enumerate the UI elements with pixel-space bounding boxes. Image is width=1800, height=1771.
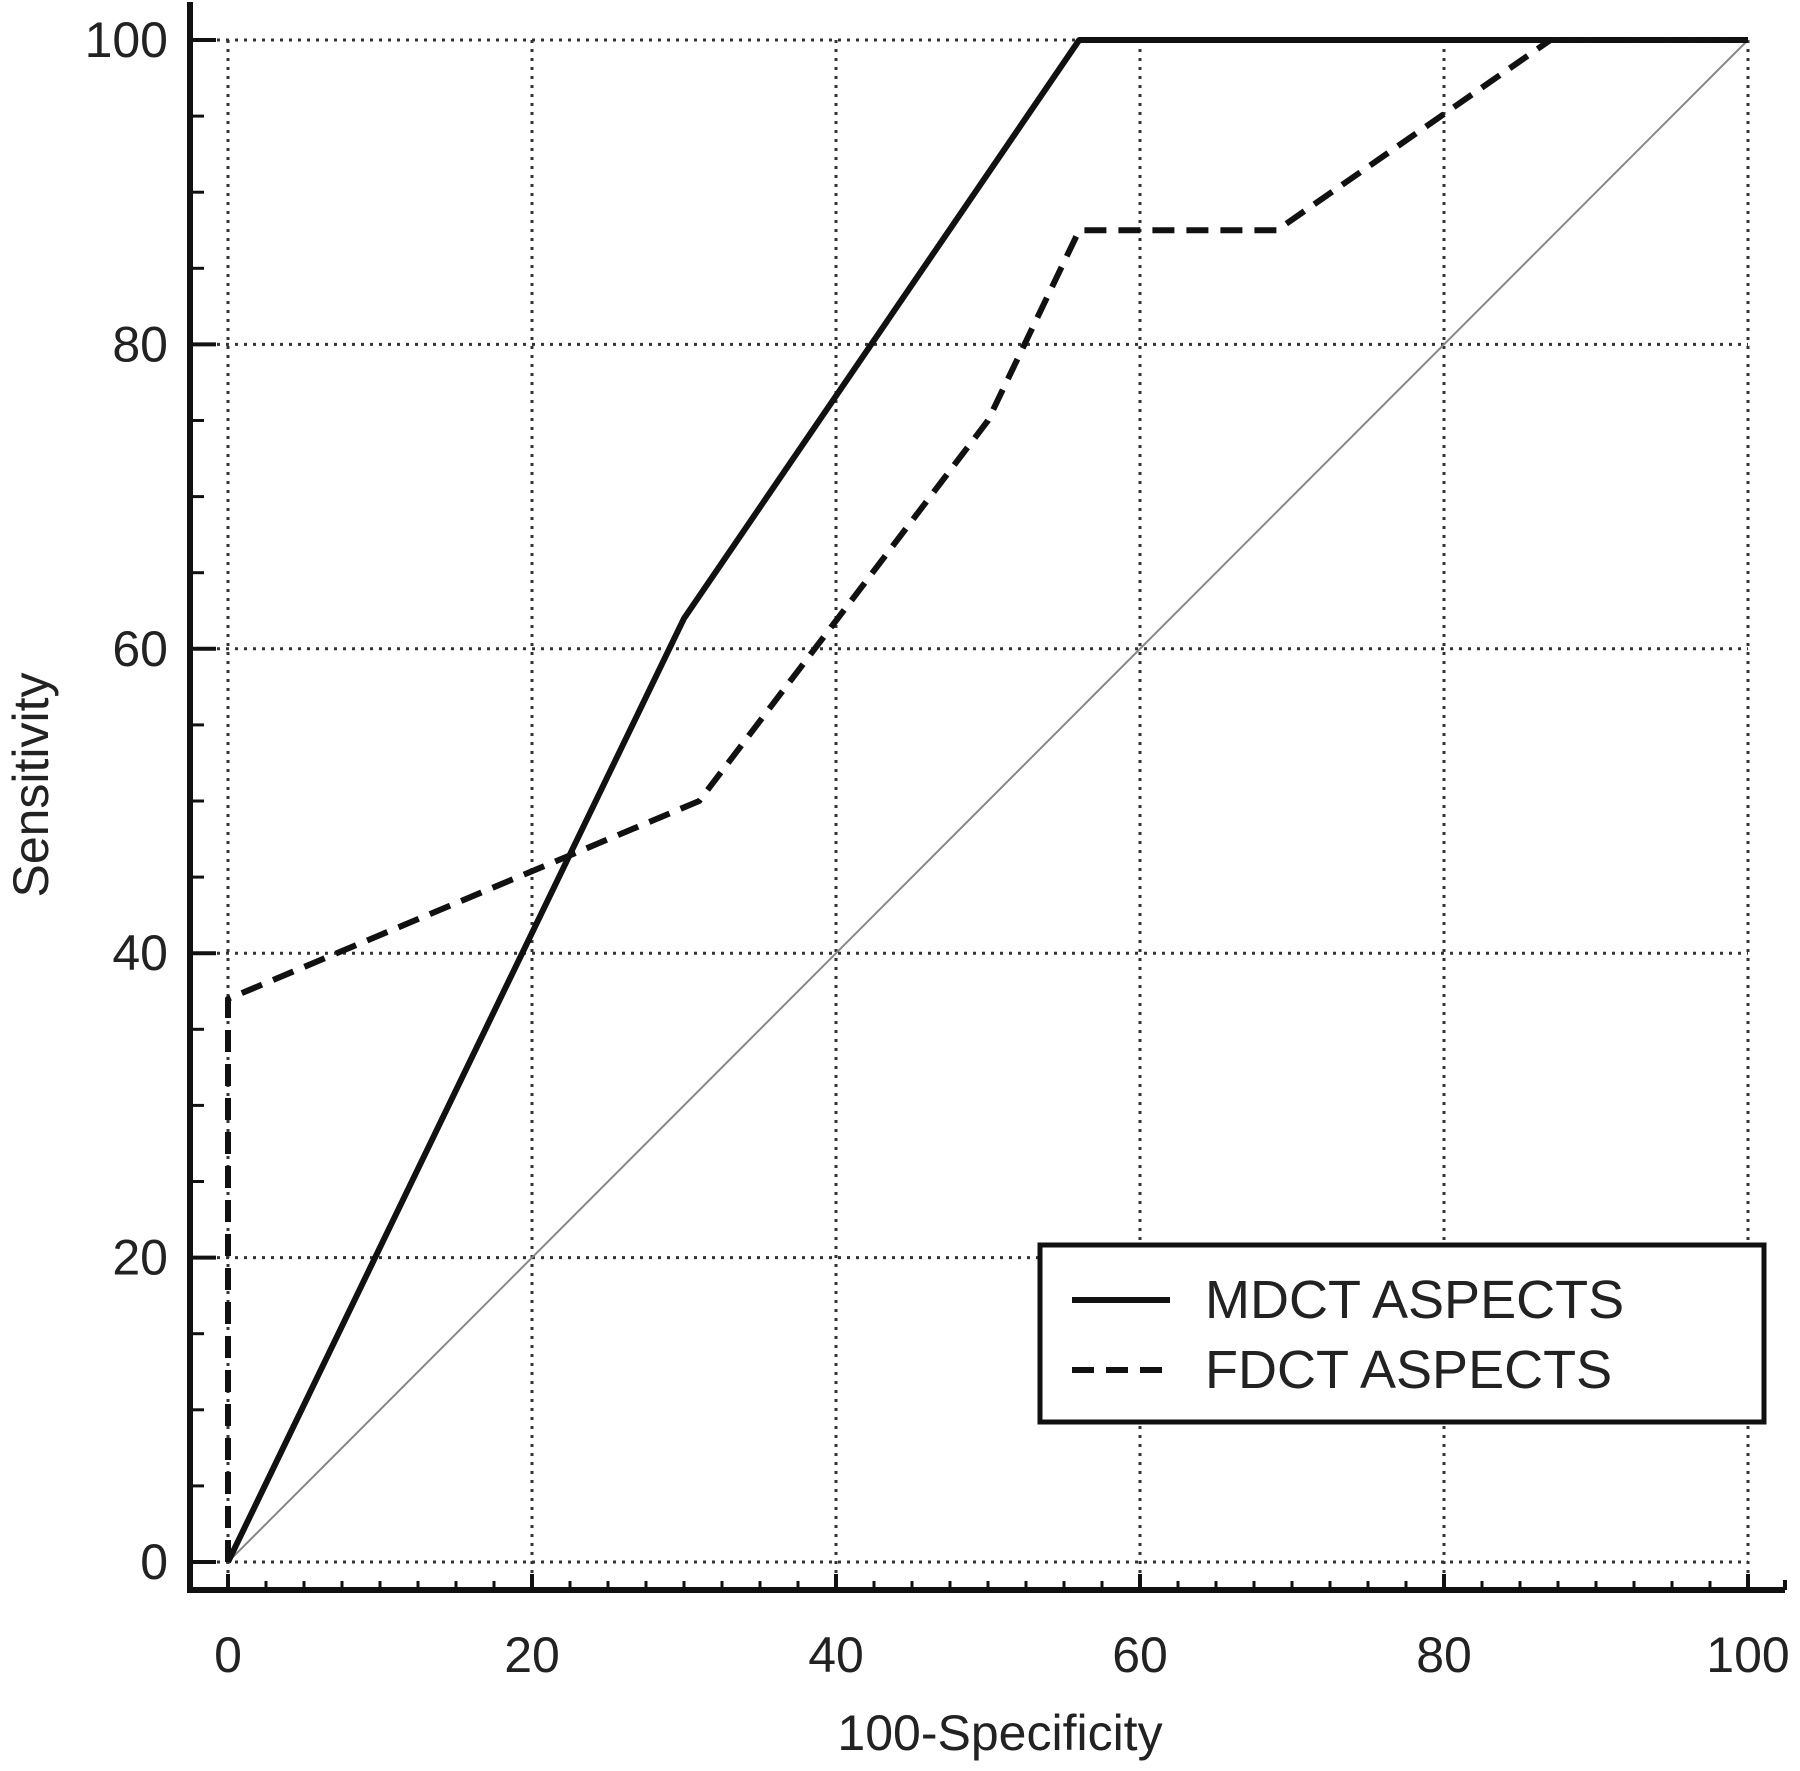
x-tick-label: 60 <box>1112 1627 1168 1683</box>
legend-box <box>1037 1242 1767 1425</box>
legend-label-mdct: MDCT ASPECTS <box>1205 1270 1624 1330</box>
x-tick-label: 80 <box>1416 1627 1472 1683</box>
y-tick-label: 80 <box>112 316 168 372</box>
series-line-fdct <box>225 37 1748 1562</box>
roc-curves <box>225 37 1748 1564</box>
legend-label-fdct: FDCT ASPECTS <box>1205 1340 1612 1400</box>
x-tick-label: 0 <box>214 1627 242 1683</box>
x-tick-label: 40 <box>808 1627 864 1683</box>
y-tick-label: 60 <box>112 621 168 677</box>
y-tick-label: 20 <box>112 1230 168 1286</box>
y-tick-label: 40 <box>112 925 168 981</box>
reference-diagonal <box>227 39 1749 1563</box>
x-axis-ticks: 0 20 40 60 80 100 <box>214 1574 1790 1683</box>
reference-line <box>227 39 1749 1563</box>
y-axis-title: Sensitivity <box>3 672 59 897</box>
y-tick-label: 100 <box>85 12 168 68</box>
x-tick-label: 20 <box>504 1627 560 1683</box>
x-tick-label: 100 <box>1706 1627 1789 1683</box>
legend: MDCT ASPECTS FDCT ASPECTS <box>1037 1242 1767 1425</box>
y-tick-label: 0 <box>140 1534 168 1590</box>
x-axis-title: 100-Specificity <box>837 1705 1162 1761</box>
series-line-mdct <box>225 37 1748 1564</box>
y-axis-ticks: 0 20 40 60 80 100 <box>85 12 216 1590</box>
